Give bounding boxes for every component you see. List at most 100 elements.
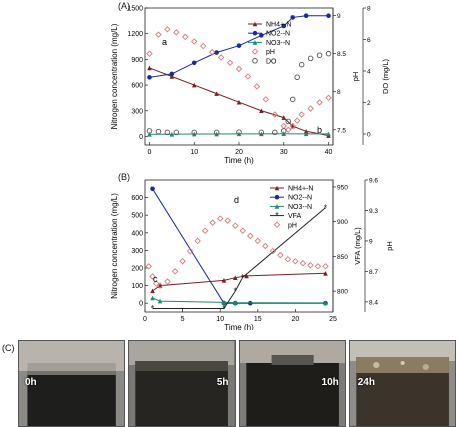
x-tick-label: 30 xyxy=(280,149,288,156)
data-point xyxy=(201,227,209,235)
data-point xyxy=(298,61,305,68)
data-point xyxy=(186,247,194,255)
legend-label: NO2--N xyxy=(266,31,290,38)
data-point xyxy=(244,73,252,80)
data-point xyxy=(271,111,279,118)
data-point xyxy=(281,23,287,29)
data-point xyxy=(194,237,201,245)
data-point xyxy=(259,131,264,137)
y-tick-label: 900 xyxy=(131,57,143,64)
data-point: * xyxy=(241,272,245,282)
data-point xyxy=(221,278,227,283)
legend-label: NO3--N xyxy=(266,40,290,47)
x-axis-title: Time (h) xyxy=(224,156,254,165)
data-point xyxy=(147,65,152,71)
annotation-label: b xyxy=(317,125,322,135)
y-tick-label: 500 xyxy=(131,213,143,220)
data-point xyxy=(146,128,153,134)
legend-marker xyxy=(274,204,280,209)
data-point xyxy=(147,75,152,80)
data-point xyxy=(221,300,227,305)
data-point xyxy=(232,222,239,229)
data-point xyxy=(325,94,332,102)
data-point xyxy=(232,300,238,305)
x-tick-label: 15 xyxy=(254,316,262,323)
y-tick-label: 600 xyxy=(131,83,143,90)
y-tick-label: 300 xyxy=(131,248,143,255)
right-tick-label: 8.5 xyxy=(337,51,346,58)
data-point xyxy=(236,43,242,48)
series-line xyxy=(149,67,329,137)
right-axis-title: pH xyxy=(385,241,394,251)
data-point xyxy=(150,295,155,301)
data-point xyxy=(145,263,152,270)
data-point xyxy=(191,38,198,45)
panel-label-b: (B) xyxy=(118,172,130,182)
data-point xyxy=(191,82,197,88)
y-tick-label: 100 xyxy=(131,283,143,290)
data-point xyxy=(316,99,323,106)
series-line xyxy=(152,207,326,310)
data-point xyxy=(262,96,270,103)
data-point xyxy=(217,54,225,61)
data-point xyxy=(254,237,262,245)
data-point xyxy=(208,48,216,56)
data-point xyxy=(156,282,164,289)
right-tick-label: 9 xyxy=(369,238,373,245)
reactor-image xyxy=(19,341,125,426)
data-point xyxy=(314,263,322,270)
legend-marker xyxy=(274,194,280,200)
data-point xyxy=(244,273,249,279)
legend-marker xyxy=(252,30,258,36)
y-tick-label: 0 xyxy=(139,134,143,141)
y-tick-label: 200 xyxy=(131,266,143,273)
legend-marker: * xyxy=(275,211,279,221)
y-axis-title: Nitrogen concentration (mg/L) xyxy=(110,23,119,129)
y-tick-label: 1200 xyxy=(127,31,143,38)
x-tick-label: 20 xyxy=(292,316,300,323)
data-point xyxy=(262,242,269,250)
right-tick-label: 0 xyxy=(367,131,371,138)
photo-0h: 0h xyxy=(18,340,126,427)
right-tick-label: 9.6 xyxy=(369,178,378,185)
data-point xyxy=(149,273,156,280)
data-point xyxy=(294,74,300,81)
data-point xyxy=(325,50,332,57)
data-point xyxy=(191,129,197,136)
data-point xyxy=(285,126,292,134)
legend-marker xyxy=(251,48,259,55)
data-point xyxy=(303,13,309,19)
photo-label: 24h xyxy=(357,377,375,388)
data-point xyxy=(285,118,291,125)
data-point xyxy=(326,131,331,137)
legend-label: NH4+-N xyxy=(288,186,313,193)
x-tick-label: 10 xyxy=(216,316,224,323)
data-point xyxy=(281,115,287,120)
x-tick-label: 10 xyxy=(190,149,198,156)
data-point xyxy=(323,300,328,306)
data-point xyxy=(236,99,242,105)
data-point xyxy=(236,129,242,135)
data-point xyxy=(164,129,171,136)
y-tick-label: 0 xyxy=(139,301,143,308)
data-point xyxy=(179,257,186,265)
x-tick-label: 0 xyxy=(143,316,147,323)
data-point xyxy=(303,129,309,134)
data-point xyxy=(155,31,162,38)
photo-label: 5h xyxy=(216,377,229,388)
photo-label: 0h xyxy=(25,377,37,388)
y-axis-title: Nitrogen concentration (mg/L) xyxy=(110,193,119,299)
right-tick-label: 850 xyxy=(337,254,348,261)
right-tick-label: 6 xyxy=(367,37,371,44)
legend-marker xyxy=(252,58,258,64)
legend-marker xyxy=(252,21,258,27)
right-tick-label: 8 xyxy=(367,6,371,13)
data-point xyxy=(247,232,254,240)
photo-24h: 24h xyxy=(348,340,456,427)
legend-label: NO3--N xyxy=(288,204,312,211)
photo-strip: 0h 5h 10h 24h xyxy=(18,340,456,427)
reactor-image xyxy=(129,341,235,426)
data-point xyxy=(213,129,220,136)
right-tick-label: 9.3 xyxy=(369,208,378,215)
